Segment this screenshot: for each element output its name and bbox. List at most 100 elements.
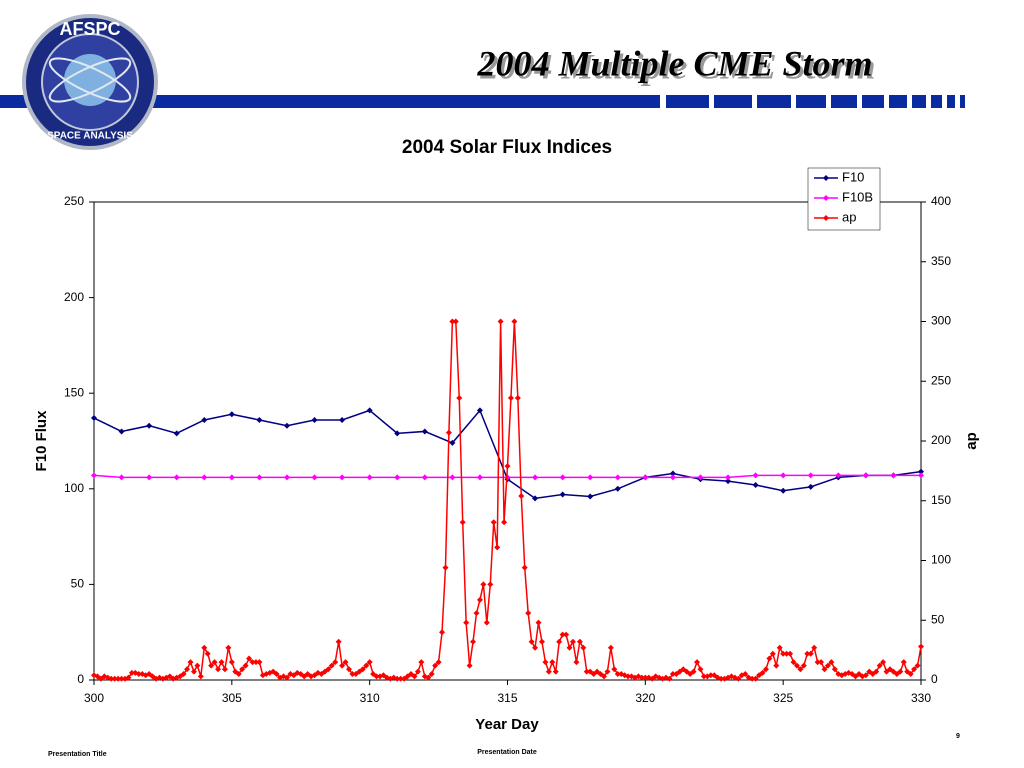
point — [483, 619, 490, 626]
point — [752, 675, 759, 682]
point — [587, 474, 594, 481]
point — [873, 668, 880, 675]
point — [146, 474, 153, 481]
point — [328, 662, 335, 669]
point — [790, 659, 797, 666]
point — [394, 430, 401, 437]
point — [890, 472, 897, 479]
point — [439, 629, 446, 636]
point — [697, 474, 704, 481]
point — [490, 519, 497, 526]
point — [514, 394, 521, 401]
point — [449, 474, 456, 481]
point — [421, 474, 428, 481]
point — [487, 581, 494, 588]
point — [563, 631, 570, 638]
point — [511, 318, 518, 325]
point — [625, 673, 632, 680]
y2-tick-label: 100 — [931, 553, 951, 567]
point — [256, 659, 263, 666]
point — [339, 474, 346, 481]
header-bar — [0, 95, 660, 108]
point — [787, 650, 794, 657]
point — [201, 416, 208, 423]
point — [669, 470, 676, 477]
point — [604, 668, 611, 675]
point — [862, 472, 869, 479]
point — [573, 659, 580, 666]
point — [900, 659, 907, 666]
point — [256, 474, 263, 481]
y2-tick-label: 0 — [931, 672, 938, 686]
y2-tick-label: 50 — [931, 612, 945, 626]
point — [366, 659, 373, 666]
point — [249, 659, 256, 666]
point — [576, 638, 583, 645]
point — [638, 674, 645, 681]
point — [749, 675, 756, 682]
point — [180, 671, 187, 678]
point — [769, 650, 776, 657]
point — [418, 659, 425, 666]
series-line — [93, 320, 922, 680]
legend-marker — [823, 175, 829, 181]
point — [776, 644, 783, 651]
point — [762, 666, 769, 673]
point — [235, 671, 242, 678]
x-tick-label: 330 — [911, 691, 931, 705]
point — [694, 659, 701, 666]
point — [669, 671, 676, 678]
point — [394, 675, 401, 682]
point — [545, 668, 552, 675]
point — [342, 659, 349, 666]
point — [146, 422, 153, 429]
point — [463, 619, 470, 626]
point — [818, 659, 825, 666]
x-tick-label: 315 — [497, 691, 517, 705]
point — [911, 666, 918, 673]
y-tick-label: 200 — [64, 290, 84, 304]
point — [118, 675, 125, 682]
point — [239, 666, 246, 673]
point — [780, 472, 787, 479]
point — [445, 429, 452, 436]
point — [118, 474, 125, 481]
y2-tick-label: 350 — [931, 254, 951, 268]
point — [228, 474, 235, 481]
x-tick-label: 300 — [84, 691, 104, 705]
footer-center: Presentation Date — [477, 749, 537, 756]
point — [335, 638, 342, 645]
legend-label: F10 — [842, 169, 864, 184]
point — [325, 666, 332, 673]
legend-label: ap — [842, 209, 856, 224]
point — [190, 668, 197, 675]
chart-title: 2004 Solar Flux Indices — [402, 137, 612, 158]
logo: AFSPC SPACE ANALYSIS — [22, 14, 158, 150]
point — [449, 439, 456, 446]
point — [821, 666, 828, 673]
point — [642, 474, 649, 481]
point — [173, 474, 180, 481]
point — [435, 659, 442, 666]
point — [735, 675, 742, 682]
point — [807, 483, 814, 490]
point — [580, 644, 587, 651]
point — [690, 668, 697, 675]
point — [363, 662, 370, 669]
point — [725, 478, 732, 485]
point — [607, 644, 614, 651]
point — [783, 650, 790, 657]
y-tick-label: 0 — [77, 672, 84, 686]
point — [476, 596, 483, 603]
point — [518, 492, 525, 499]
point — [228, 659, 235, 666]
point — [583, 668, 590, 675]
point — [835, 472, 842, 479]
point — [797, 666, 804, 673]
point — [366, 474, 373, 481]
x-tick-label: 325 — [773, 691, 793, 705]
point — [862, 672, 869, 679]
y2-tick-label: 400 — [931, 194, 951, 208]
x-tick-label: 310 — [360, 691, 380, 705]
point — [283, 474, 290, 481]
